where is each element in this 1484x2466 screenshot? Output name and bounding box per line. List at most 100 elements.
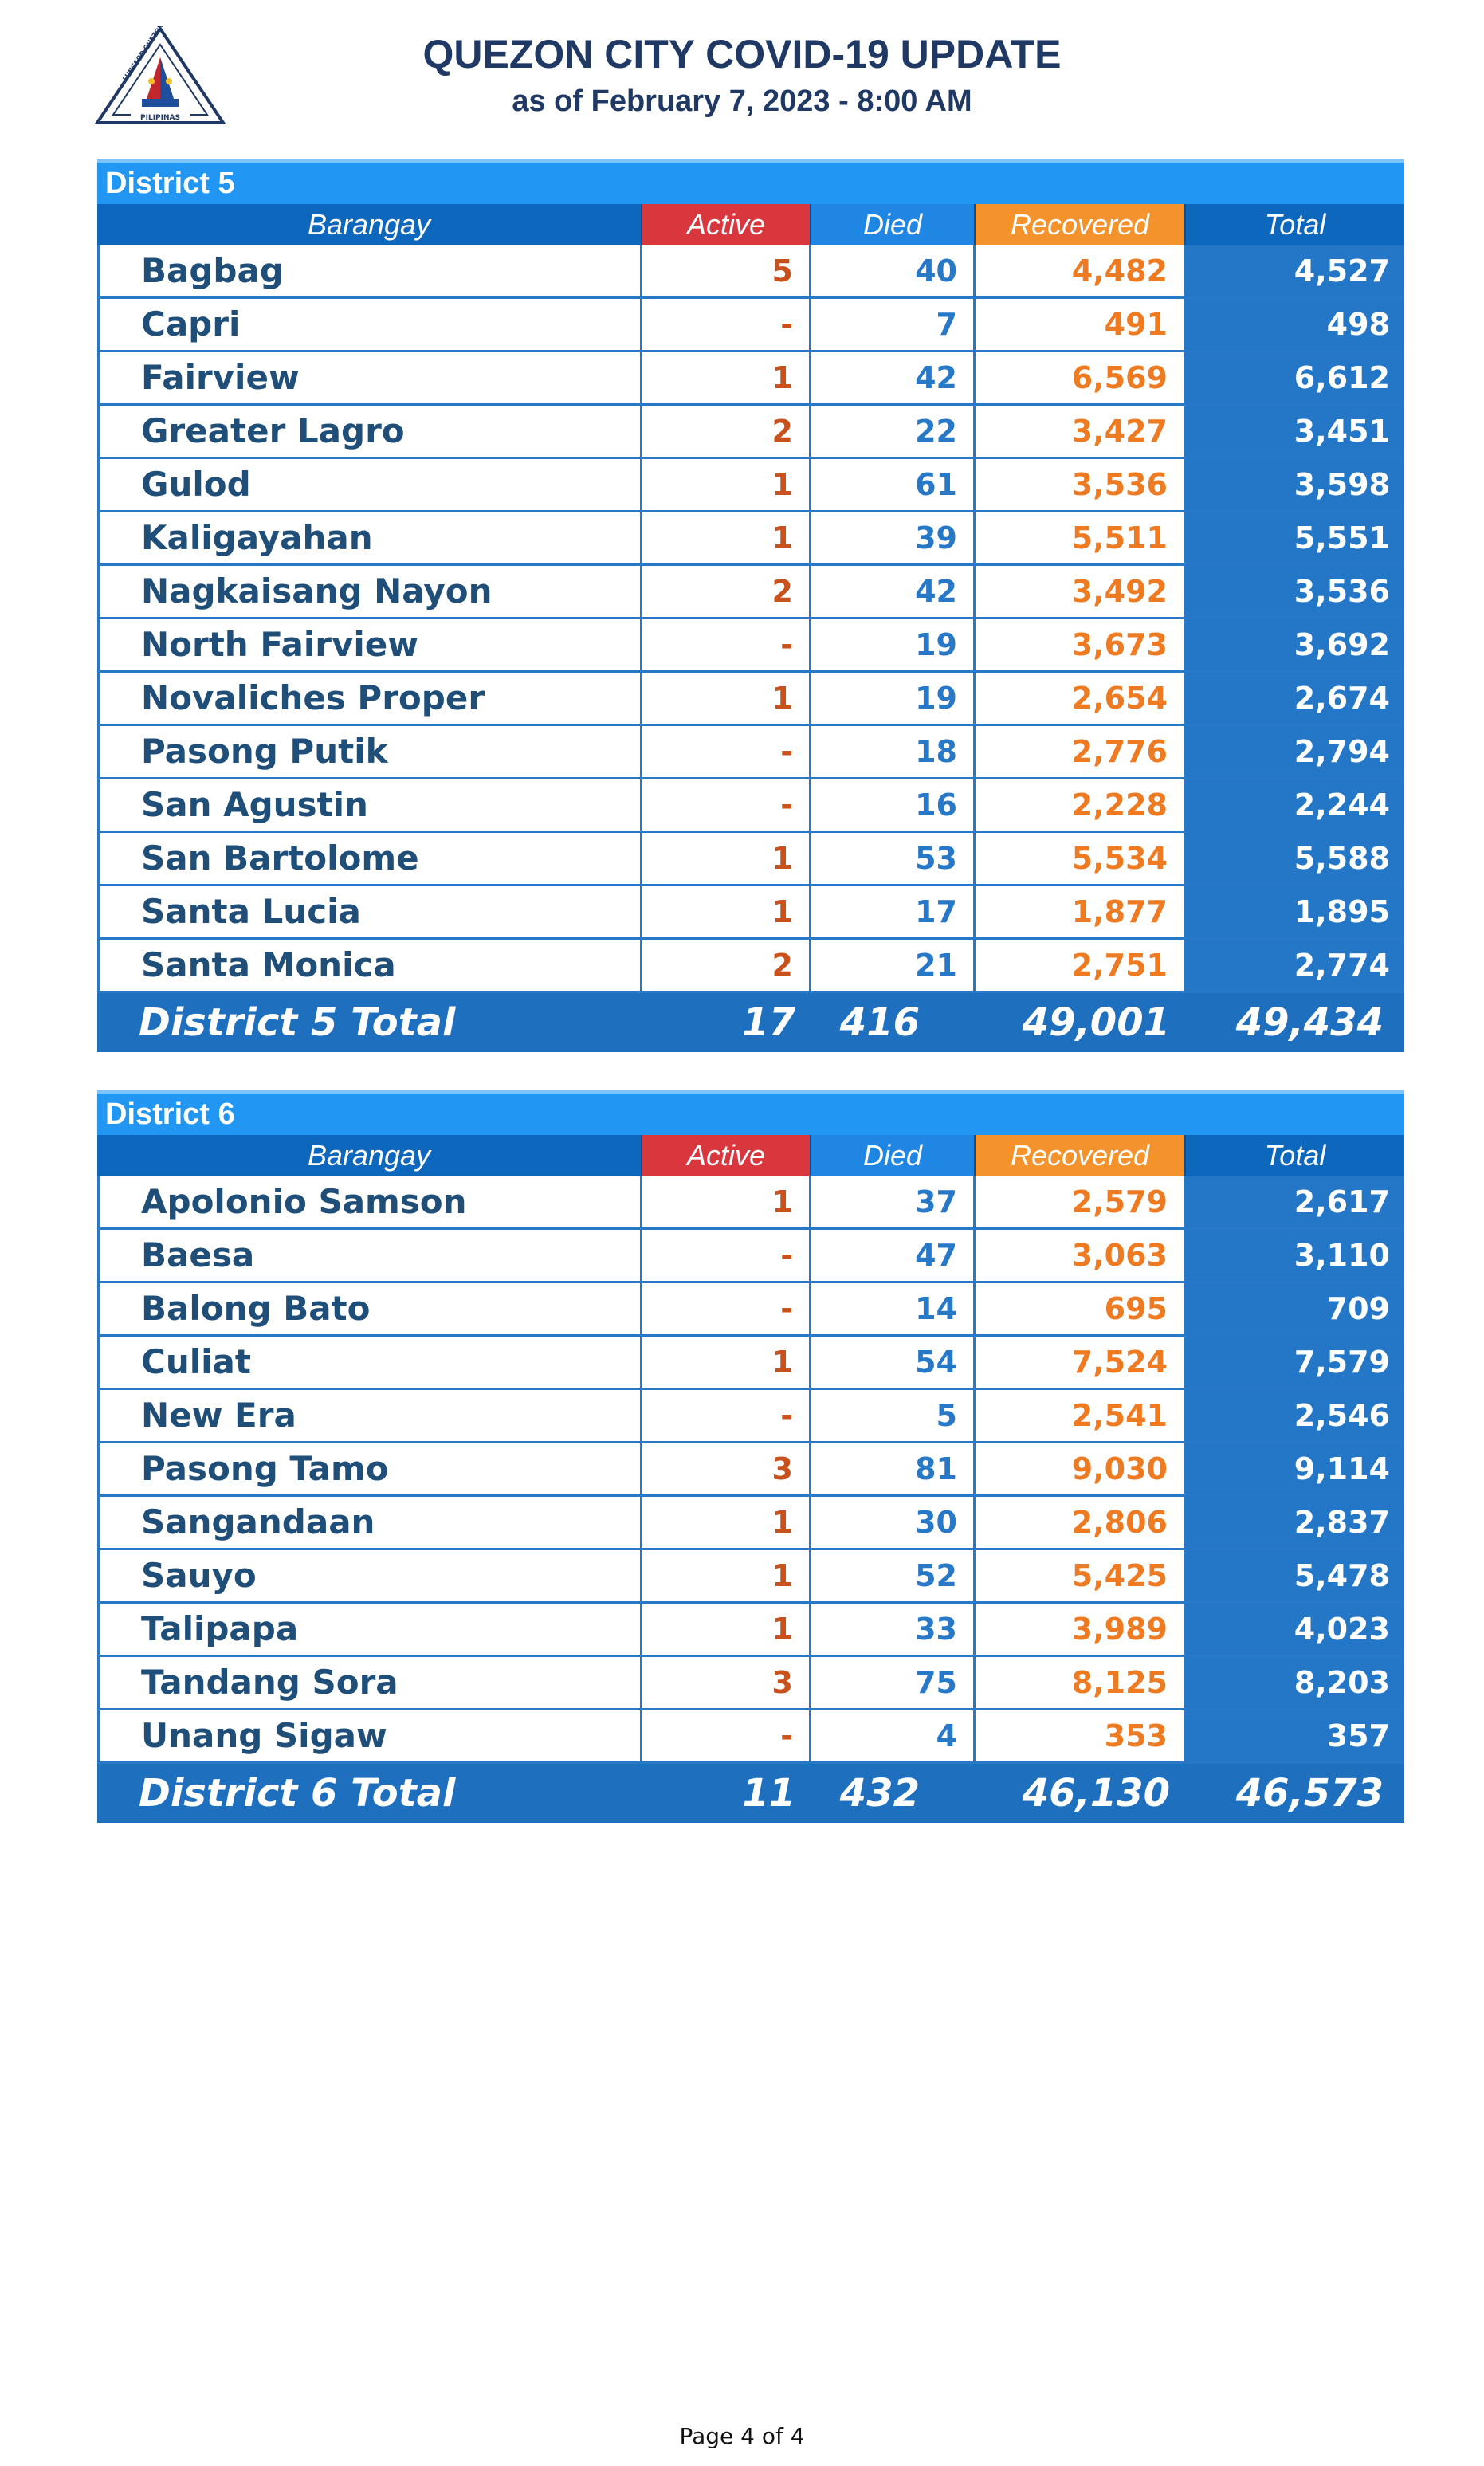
total-cell: 498 [1186, 299, 1404, 350]
column-header-row: Barangay Active Died Recovered Total [97, 204, 1404, 245]
total-cell: 5,478 [1186, 1550, 1404, 1601]
died-cell: 5 [811, 1390, 976, 1441]
recovered-cell: 2,228 [976, 779, 1186, 831]
barangay-cell: Kaligayahan [97, 512, 642, 563]
died-cell: 42 [811, 566, 976, 617]
district-total-row: District 6 Total 11 432 46,130 46,573 [97, 1764, 1404, 1823]
total-cell: 4,023 [1186, 1604, 1404, 1655]
district-total-died: 432 [839, 1771, 920, 1816]
column-header-barangay: Barangay [97, 204, 642, 245]
district-total-active: 17 [742, 1000, 795, 1045]
barangay-cell: Santa Lucia [97, 886, 642, 937]
active-cell: 1 [642, 459, 811, 510]
recovered-cell: 2,806 [976, 1497, 1186, 1548]
total-cell: 5,588 [1186, 833, 1404, 884]
table-row: Sauyo 1 52 5,425 5,478 [97, 1550, 1404, 1604]
district-total-recovered: 46,130 [1022, 1771, 1170, 1816]
died-cell: 40 [811, 245, 976, 296]
died-cell: 19 [811, 619, 976, 670]
total-cell: 1,895 [1186, 886, 1404, 937]
died-cell: 7 [811, 299, 976, 350]
district-total-label: District 5 Total [139, 1000, 456, 1045]
total-cell: 709 [1186, 1283, 1404, 1334]
table-row: Capri -7 491 498 [97, 299, 1404, 352]
district-header: District 6 [97, 1090, 1404, 1135]
barangay-cell: San Bartolome [97, 833, 642, 884]
table-row: Sangandaan 1 30 2,806 2,837 [97, 1497, 1404, 1550]
recovered-cell: 491 [976, 299, 1186, 350]
recovered-cell: 2,541 [976, 1390, 1186, 1441]
active-cell: 1 [642, 1337, 811, 1388]
page-title: QUEZON CITY COVID-19 UPDATE [422, 32, 1062, 77]
table-row: North Fairview -19 3,673 3,692 [97, 619, 1404, 673]
page-subtitle-date: as of February 7, 2023 - 8:00 AM [512, 84, 972, 118]
died-cell: 17 [811, 886, 976, 937]
district-5-table: District 5 Barangay Active Died Recovere… [97, 159, 1404, 1052]
district-total-total: 46,573 [1235, 1771, 1384, 1816]
table-row: Talipapa 1 33 3,989 4,023 [97, 1604, 1404, 1657]
died-cell: 47 [811, 1230, 976, 1281]
barangay-cell: Unang Sigaw [97, 1710, 642, 1761]
table-row: Santa Lucia 1 17 1,877 1,895 [97, 886, 1404, 940]
died-cell: 42 [811, 352, 976, 403]
column-header-barangay: Barangay [97, 1135, 642, 1176]
table-row: Kaligayahan 1 39 5,511 5,551 [97, 512, 1404, 566]
died-cell: 33 [811, 1604, 976, 1655]
total-cell: 8,203 [1186, 1657, 1404, 1708]
quezon-city-seal-logo: PILIPINAS LUNGSOD QUEZON [94, 26, 226, 124]
total-cell: 2,674 [1186, 673, 1404, 724]
recovered-cell: 3,427 [976, 406, 1186, 457]
recovered-cell: 353 [976, 1710, 1186, 1761]
recovered-cell: 6,569 [976, 352, 1186, 403]
active-cell: - [642, 1283, 811, 1334]
total-cell: 2,617 [1186, 1176, 1404, 1227]
recovered-cell: 3,492 [976, 566, 1186, 617]
barangay-cell: Sauyo [97, 1550, 642, 1601]
total-cell: 3,110 [1186, 1230, 1404, 1281]
recovered-cell: 695 [976, 1283, 1186, 1334]
barangay-cell: Sangandaan [97, 1497, 642, 1548]
recovered-cell: 8,125 [976, 1657, 1186, 1708]
active-cell: 2 [642, 406, 811, 457]
recovered-cell: 2,776 [976, 726, 1186, 777]
table-row: Apolonio Samson 1 37 2,579 2,617 [97, 1176, 1404, 1230]
page-number: Page 4 of 4 [679, 2423, 805, 2449]
district-total-total: 49,434 [1235, 1000, 1384, 1045]
barangay-cell: Culiat [97, 1337, 642, 1388]
district-header: District 5 [97, 159, 1404, 204]
table-row: Gulod 1 61 3,536 3,598 [97, 459, 1404, 512]
district-total-active: 11 [742, 1771, 795, 1816]
total-cell: 2,794 [1186, 726, 1404, 777]
table-row: Tandang Sora 3 75 8,125 8,203 [97, 1657, 1404, 1710]
active-cell: 3 [642, 1657, 811, 1708]
total-cell: 7,579 [1186, 1337, 1404, 1388]
barangay-cell: Bagbag [97, 245, 642, 296]
active-cell: 1 [642, 512, 811, 563]
column-header-active: Active [642, 1135, 811, 1176]
table-row: Nagkaisang Nayon 2 42 3,492 3,536 [97, 566, 1404, 619]
died-cell: 39 [811, 512, 976, 563]
total-cell: 3,451 [1186, 406, 1404, 457]
total-cell: 9,114 [1186, 1443, 1404, 1494]
table-row: Baesa -47 3,063 3,110 [97, 1230, 1404, 1283]
total-cell: 3,692 [1186, 619, 1404, 670]
barangay-cell: Novaliches Proper [97, 673, 642, 724]
column-header-active: Active [642, 204, 811, 245]
active-cell: 3 [642, 1443, 811, 1494]
active-cell: 1 [642, 1176, 811, 1227]
barangay-cell: Gulod [97, 459, 642, 510]
total-cell: 357 [1186, 1710, 1404, 1761]
column-header-recovered: Recovered [976, 204, 1186, 245]
table-row: Pasong Tamo 3 81 9,030 9,114 [97, 1443, 1404, 1497]
barangay-cell: Nagkaisang Nayon [97, 566, 642, 617]
total-cell: 3,598 [1186, 459, 1404, 510]
barangay-cell: Balong Bato [97, 1283, 642, 1334]
table-row: Pasong Putik -18 2,776 2,794 [97, 726, 1404, 779]
active-cell: 1 [642, 1604, 811, 1655]
died-cell: 54 [811, 1337, 976, 1388]
barangay-cell: Apolonio Samson [97, 1176, 642, 1227]
table-row: New Era -5 2,541 2,546 [97, 1390, 1404, 1443]
table-row: Fairview 1 42 6,569 6,612 [97, 352, 1404, 406]
total-cell: 2,244 [1186, 779, 1404, 831]
died-cell: 18 [811, 726, 976, 777]
